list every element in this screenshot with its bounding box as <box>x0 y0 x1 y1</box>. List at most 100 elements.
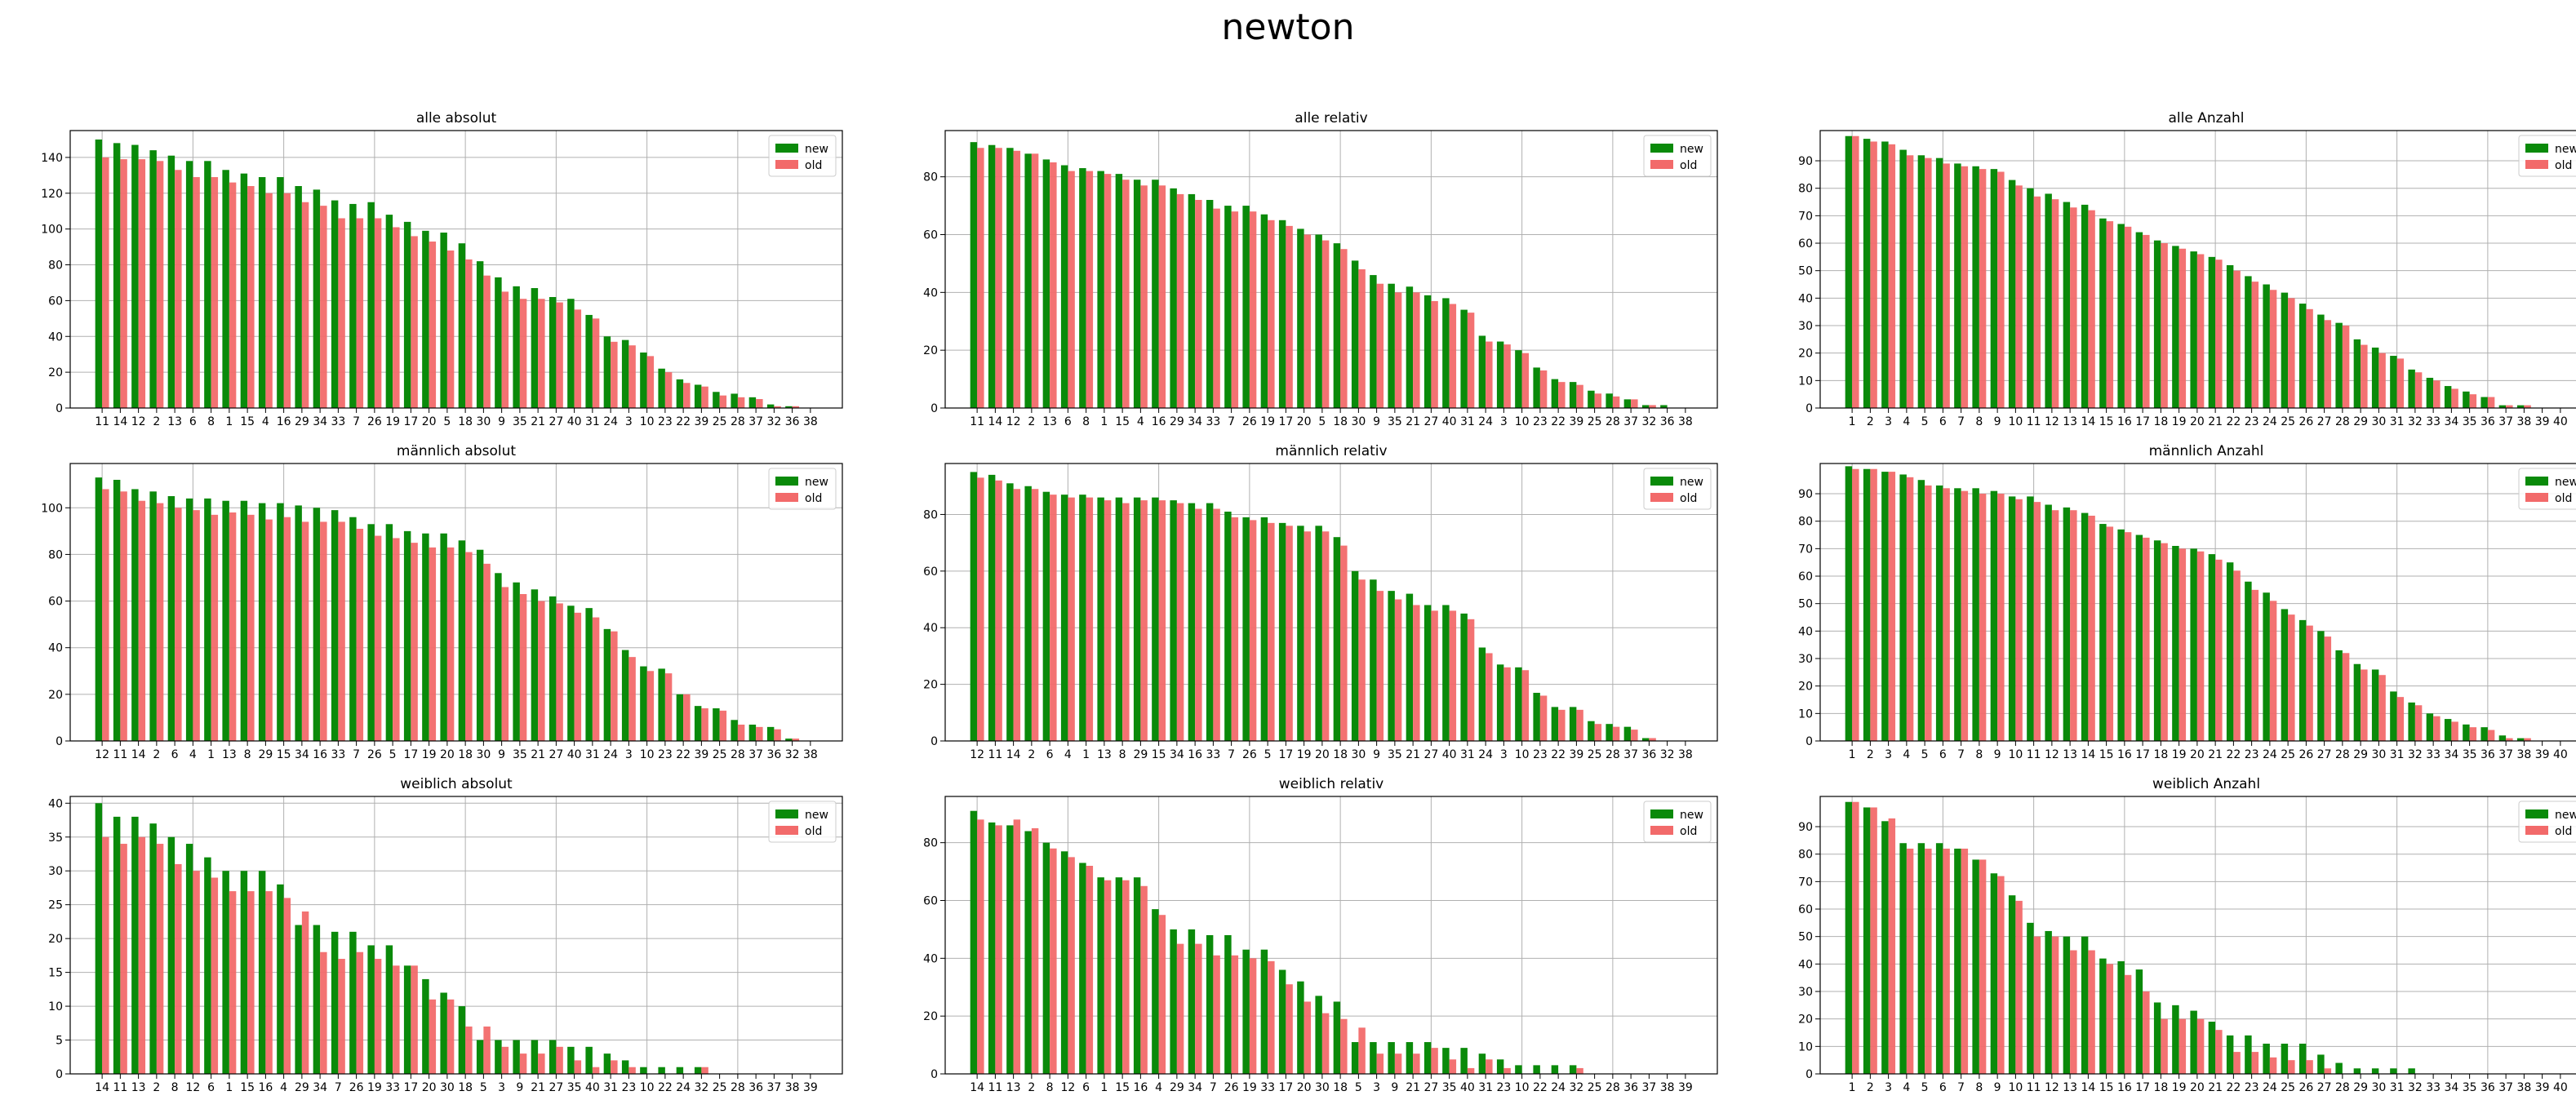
y-tick-label: 80 <box>923 837 938 850</box>
x-tick-label: 6 <box>189 415 197 428</box>
bar-old <box>1068 857 1075 1074</box>
x-tick-label: 27 <box>1423 748 1438 761</box>
bar-new <box>1990 490 1998 741</box>
legend-label-old: old <box>2555 825 2572 838</box>
bar-new <box>2481 397 2488 408</box>
x-tick-label: 34 <box>295 748 309 761</box>
bar-old <box>102 489 109 741</box>
y-tick-label: 20 <box>923 1010 938 1023</box>
bar-old <box>1158 500 1166 741</box>
y-tick-label: 0 <box>1805 735 1813 748</box>
x-tick-label: 10 <box>640 1081 655 1094</box>
x-tick-label: 13 <box>2063 1081 2077 1094</box>
bar-old <box>2469 727 2477 741</box>
bar-new <box>258 177 266 408</box>
x-tick-label: 1 <box>207 748 215 761</box>
bar-new <box>1278 522 1286 741</box>
x-tick-label: 35 <box>1442 1081 1457 1094</box>
x-tick-label: 9 <box>1373 415 1380 428</box>
x-tick-label: 11 <box>2027 415 2041 428</box>
bar-old <box>1558 709 1566 741</box>
bar-new <box>1606 724 1613 741</box>
x-tick-label: 3 <box>625 415 633 428</box>
bar-old <box>175 170 182 409</box>
bar-new <box>2081 204 2089 408</box>
bar-old <box>156 503 164 741</box>
x-tick-label: 12 <box>2045 415 2059 428</box>
x-tick-label: 17 <box>403 1081 418 1094</box>
x-tick-label: 40 <box>585 1081 600 1094</box>
x-tick-label: 10 <box>1515 1081 1530 1094</box>
bar-old <box>1594 393 1602 408</box>
x-tick-label: 36 <box>748 1081 763 1094</box>
legend-swatch-old <box>775 493 798 502</box>
x-tick-label: 18 <box>1333 415 1348 428</box>
bar-old <box>211 514 219 741</box>
bar-old <box>1213 508 1220 741</box>
x-tick-label: 31 <box>1460 415 1475 428</box>
bar-old <box>2361 669 2368 741</box>
bar-old <box>1449 304 1457 408</box>
y-tick-label: 60 <box>1798 903 1813 916</box>
legend-swatch-old <box>1650 493 1673 502</box>
legend-swatch-new <box>1650 809 1673 818</box>
bar-new <box>1370 1042 1377 1074</box>
x-tick-label: 7 <box>1210 1081 1217 1094</box>
bar-old <box>483 563 491 741</box>
x-tick-label: 15 <box>2099 415 2114 428</box>
bar-old <box>1340 249 1348 408</box>
x-tick-label: 26 <box>367 415 382 428</box>
bar-new <box>658 1067 665 1074</box>
bar-old <box>156 161 164 408</box>
x-tick-label: 4 <box>1903 415 1910 428</box>
bar-old <box>338 218 345 408</box>
y-tick-label: 0 <box>930 735 938 748</box>
x-tick-label: 38 <box>2516 415 2531 428</box>
bar-new <box>222 170 229 409</box>
x-tick-label: 10 <box>2008 415 2023 428</box>
bar-old <box>756 399 763 408</box>
x-tick-label: 6 <box>1064 415 1072 428</box>
bar-old <box>556 302 563 408</box>
bar-new <box>713 392 720 408</box>
x-tick-label: 36 <box>2481 1081 2495 1094</box>
x-tick-label: 20 <box>422 1081 437 1094</box>
bar-new <box>2172 545 2179 741</box>
bar-new <box>2245 581 2252 741</box>
x-tick-label: 24 <box>603 415 618 428</box>
y-tick-label: 30 <box>1798 653 1813 666</box>
bar-new <box>149 491 157 741</box>
x-tick-label: 4 <box>1903 748 1910 761</box>
bar-new <box>2317 314 2325 408</box>
bar-old <box>995 148 1002 408</box>
bar-new <box>458 540 466 741</box>
bar-new <box>2353 663 2361 741</box>
bar-new <box>1370 579 1377 741</box>
bar-new <box>1333 537 1341 741</box>
x-tick-label: 15 <box>240 415 255 428</box>
bar-new <box>2099 218 2107 408</box>
bar-old <box>995 825 1002 1074</box>
y-tick-label: 50 <box>1798 598 1813 611</box>
bar-old <box>1050 848 1057 1074</box>
legend-swatch-new <box>775 144 798 153</box>
x-tick-label: 31 <box>585 748 600 761</box>
bar-old <box>356 529 364 741</box>
bar-old <box>1558 382 1566 408</box>
bar-new <box>1060 165 1068 408</box>
x-tick-label: 28 <box>2335 1081 2350 1094</box>
bar-new <box>640 353 647 408</box>
bar-new <box>349 931 357 1074</box>
bar-new <box>1060 495 1068 741</box>
x-tick-label: 3 <box>1885 1081 1892 1094</box>
bar-old <box>2070 510 2077 741</box>
x-tick-label: 16 <box>1133 1081 1148 1094</box>
x-tick-label: 1 <box>1100 1081 1108 1094</box>
x-tick-label: 18 <box>458 748 473 761</box>
bar-new <box>1242 206 1250 408</box>
x-tick-label: 3 <box>1885 748 1892 761</box>
bar-old <box>2143 537 2150 741</box>
bar-new <box>1188 193 1196 408</box>
bar-new <box>585 608 593 741</box>
